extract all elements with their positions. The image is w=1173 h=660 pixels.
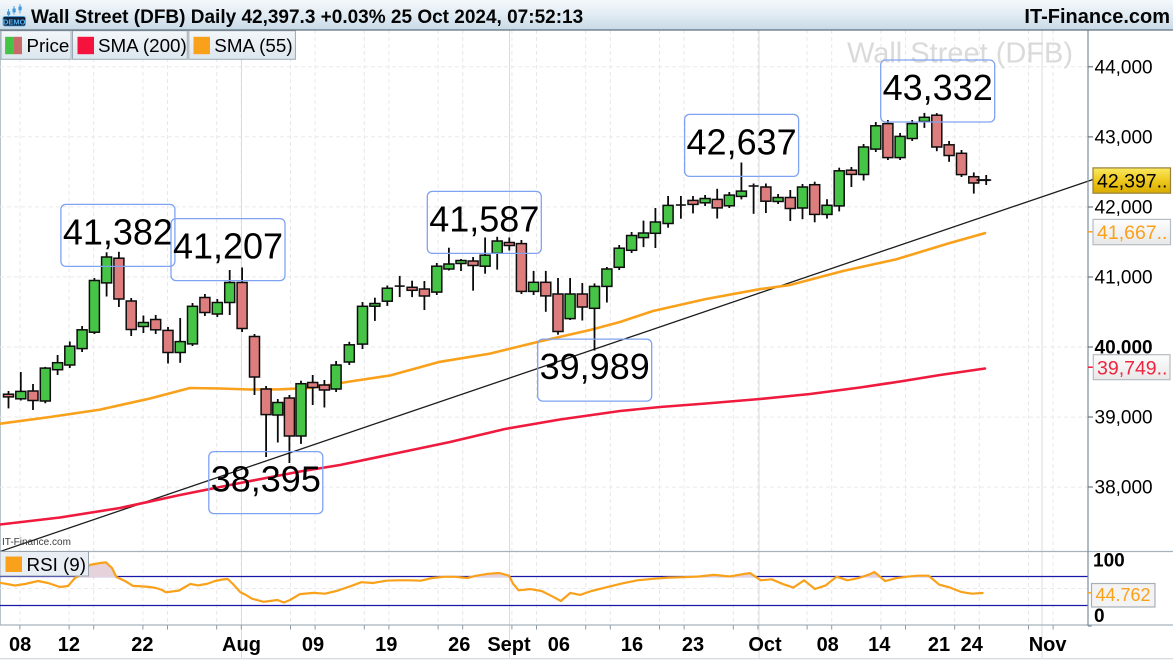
svg-text:38,395: 38,395 — [211, 459, 321, 500]
svg-text:Wall Street (DFB): Wall Street (DFB) — [847, 38, 1073, 70]
svg-text:42,397..: 42,397.. — [1097, 170, 1167, 192]
svg-text:19: 19 — [375, 634, 397, 656]
svg-text:0: 0 — [1094, 606, 1105, 627]
svg-text:23: 23 — [682, 634, 704, 656]
svg-text:SMA (200): SMA (200) — [98, 35, 187, 56]
svg-text:Oct: Oct — [748, 634, 782, 656]
svg-text:100: 100 — [1093, 551, 1125, 572]
svg-text:14: 14 — [868, 634, 891, 656]
svg-text:44,000: 44,000 — [1095, 58, 1153, 79]
svg-text:39,749..: 39,749.. — [1097, 357, 1167, 379]
svg-text:39,000: 39,000 — [1095, 408, 1153, 429]
svg-text:IT-Finance.com: IT-Finance.com — [2, 537, 71, 548]
svg-text:Aug: Aug — [222, 634, 261, 656]
svg-text:41,000: 41,000 — [1095, 268, 1153, 289]
svg-text:08: 08 — [9, 634, 31, 656]
svg-text:24: 24 — [961, 634, 984, 656]
svg-text:08: 08 — [817, 634, 839, 656]
svg-text:SMA (55): SMA (55) — [214, 35, 292, 56]
svg-text:38,000: 38,000 — [1095, 478, 1153, 499]
svg-text:12: 12 — [58, 634, 80, 656]
svg-text:Price: Price — [27, 35, 70, 56]
svg-text:41,667..: 41,667.. — [1097, 222, 1167, 244]
svg-text:42,000: 42,000 — [1095, 198, 1153, 219]
svg-text:41,207: 41,207 — [173, 226, 283, 267]
svg-text:43,332: 43,332 — [883, 67, 993, 108]
svg-text:41,382: 41,382 — [63, 211, 173, 252]
svg-text:21: 21 — [928, 634, 950, 656]
svg-text:42,637: 42,637 — [687, 121, 797, 162]
svg-text:Sept: Sept — [487, 634, 531, 656]
svg-text:09: 09 — [302, 634, 324, 656]
svg-text:DEMO: DEMO — [3, 17, 26, 26]
svg-text:39,989: 39,989 — [540, 346, 650, 387]
svg-text:26: 26 — [448, 634, 470, 656]
svg-text:RSI (9): RSI (9) — [27, 554, 86, 575]
svg-text:40,000: 40,000 — [1095, 338, 1153, 359]
svg-text:06: 06 — [548, 634, 570, 656]
svg-text:Wall Street (DFB) Daily 42,397: Wall Street (DFB) Daily 42,397.3 +0.03% … — [31, 7, 583, 28]
svg-text:IT-Finance.com: IT-Finance.com — [1024, 6, 1170, 28]
svg-text:Nov: Nov — [1029, 634, 1068, 656]
svg-text:43,000: 43,000 — [1095, 128, 1153, 149]
svg-text:22: 22 — [131, 634, 153, 656]
svg-text:44.762: 44.762 — [1096, 585, 1151, 605]
svg-text:41,587: 41,587 — [429, 198, 539, 239]
svg-text:16: 16 — [621, 634, 643, 656]
